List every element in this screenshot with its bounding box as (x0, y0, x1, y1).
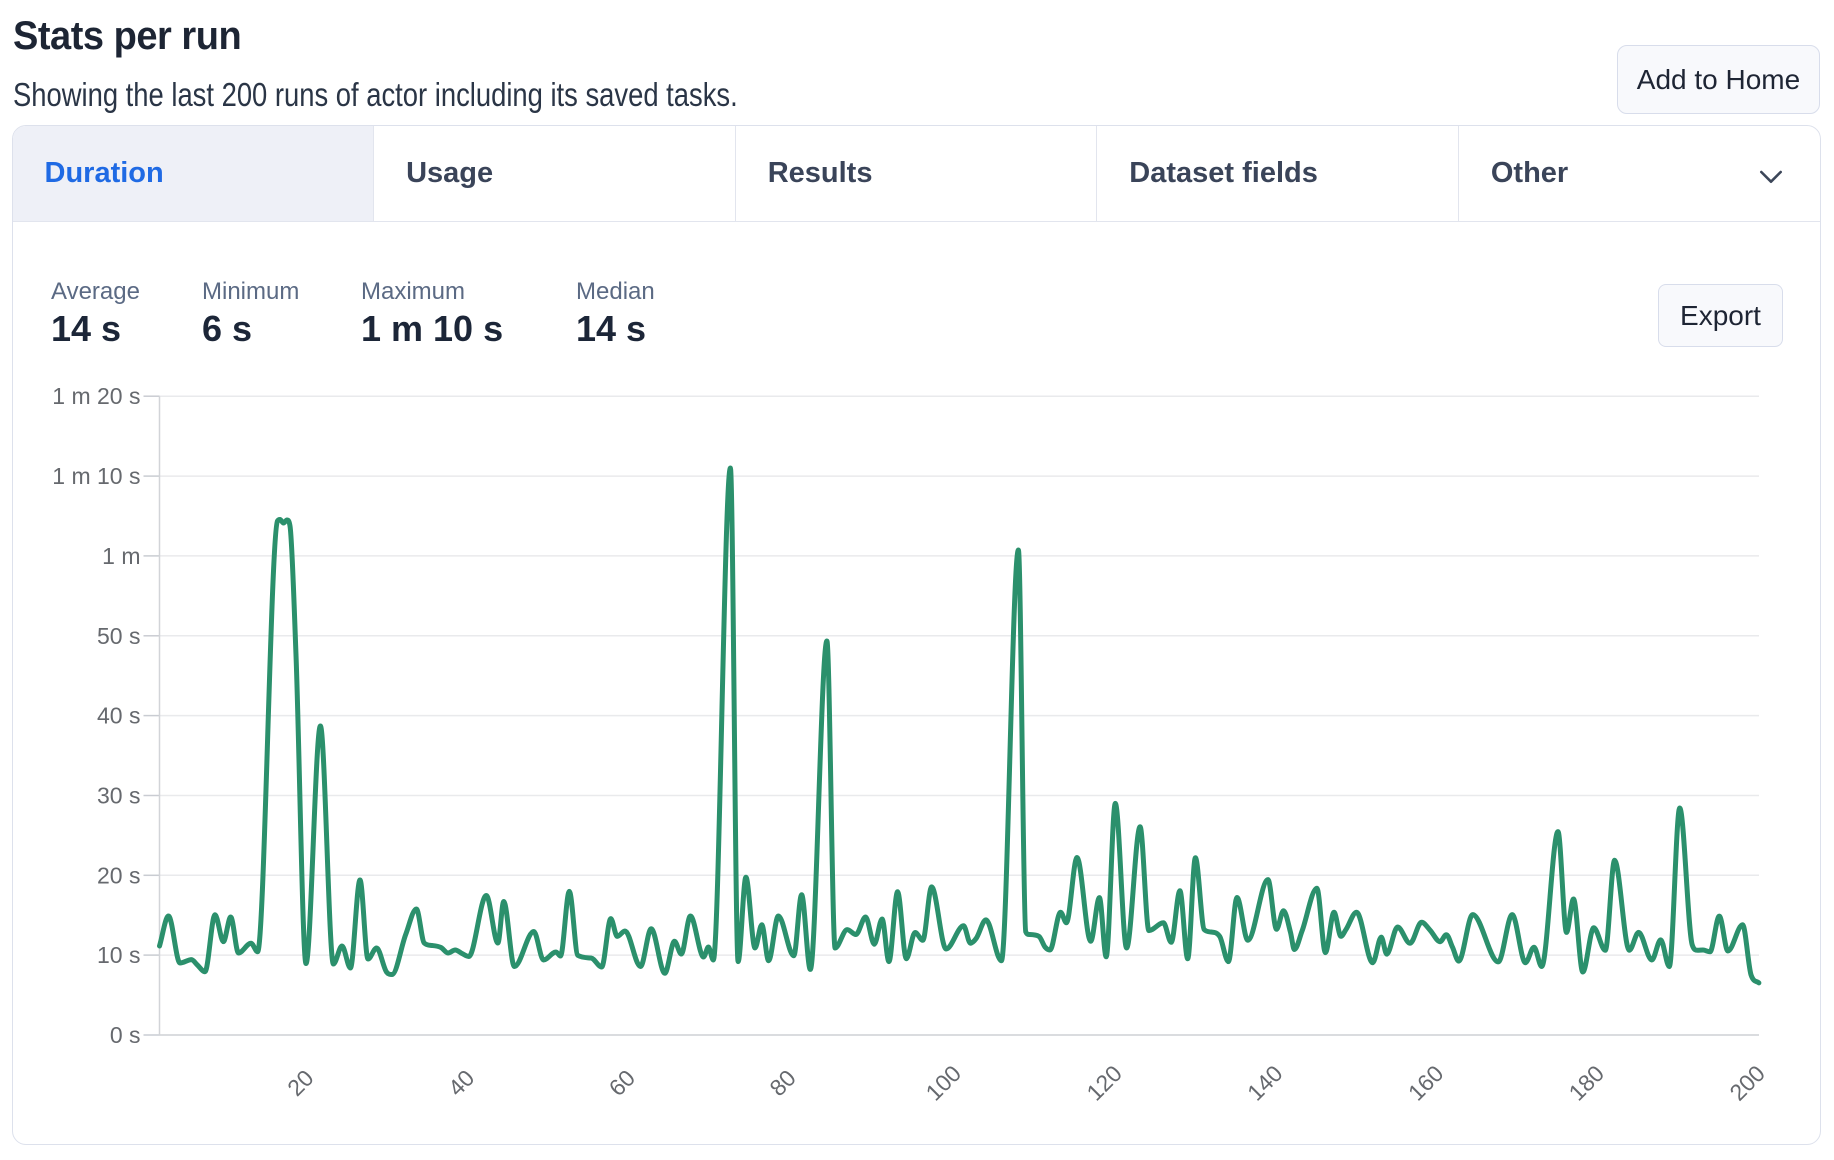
svg-text:120: 120 (1081, 1060, 1127, 1106)
svg-text:140: 140 (1242, 1060, 1288, 1106)
svg-text:40: 40 (443, 1065, 479, 1101)
svg-text:20 s: 20 s (97, 862, 140, 888)
svg-text:20: 20 (282, 1065, 318, 1101)
svg-text:0 s: 0 s (110, 1022, 141, 1048)
svg-text:30 s: 30 s (97, 783, 140, 809)
svg-text:1 m 20 s: 1 m 20 s (52, 383, 140, 409)
svg-text:1 m 10 s: 1 m 10 s (52, 463, 140, 489)
svg-text:200: 200 (1724, 1060, 1770, 1106)
svg-text:1 m: 1 m (102, 543, 140, 569)
svg-text:80: 80 (764, 1065, 800, 1101)
svg-text:50 s: 50 s (97, 623, 140, 649)
svg-text:10 s: 10 s (97, 942, 140, 968)
svg-text:180: 180 (1564, 1060, 1610, 1106)
svg-text:100: 100 (921, 1060, 967, 1106)
svg-text:60: 60 (604, 1065, 640, 1101)
svg-text:40 s: 40 s (97, 703, 140, 729)
svg-text:160: 160 (1403, 1060, 1449, 1106)
